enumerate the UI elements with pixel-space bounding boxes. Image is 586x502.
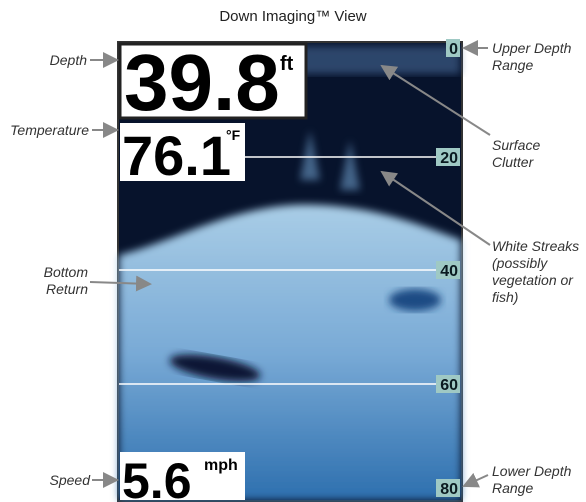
speed-value: 5.6 [122,453,192,502]
depth-box [118,42,308,120]
depth-unit: ft [280,53,294,75]
depth-scale: 0 20 40 60 80 [436,39,460,498]
depth-value: 39.8 [124,38,280,127]
arrow [380,170,491,246]
callout: Bottom Return [43,264,88,297]
callout: Depth [49,52,87,68]
arrows [89,40,491,488]
arrow [380,64,491,136]
temperature-unit: °F [226,127,241,143]
speed-box [120,452,245,500]
speed-unit: mph [204,457,238,474]
temperature-box [120,123,245,181]
scale-label-bg [436,148,460,166]
scale-label-bg [436,479,460,497]
arrow [89,275,152,292]
title: Down Imaging™ View [219,8,367,25]
temperature-value: 76.1 [122,124,231,187]
scale-label-bg [446,39,460,57]
callout: Speed [49,472,90,488]
callout: Surface Clutter [492,137,541,170]
scale-label: 40 [440,263,458,280]
scale-label: 60 [440,377,458,394]
callout: Lower Depth Range [492,463,572,496]
arrow [462,472,489,488]
scale-label: 80 [440,481,458,498]
scale-label: 20 [440,150,458,167]
scale-label-bg [436,261,460,279]
callout: Temperature [10,122,89,138]
scale-label-bg [436,375,460,393]
callout: White Streaks (possibly vegetation or fi… [492,238,580,305]
callout: Upper Depth Range [492,40,572,73]
scale-label: 0 [449,41,458,58]
